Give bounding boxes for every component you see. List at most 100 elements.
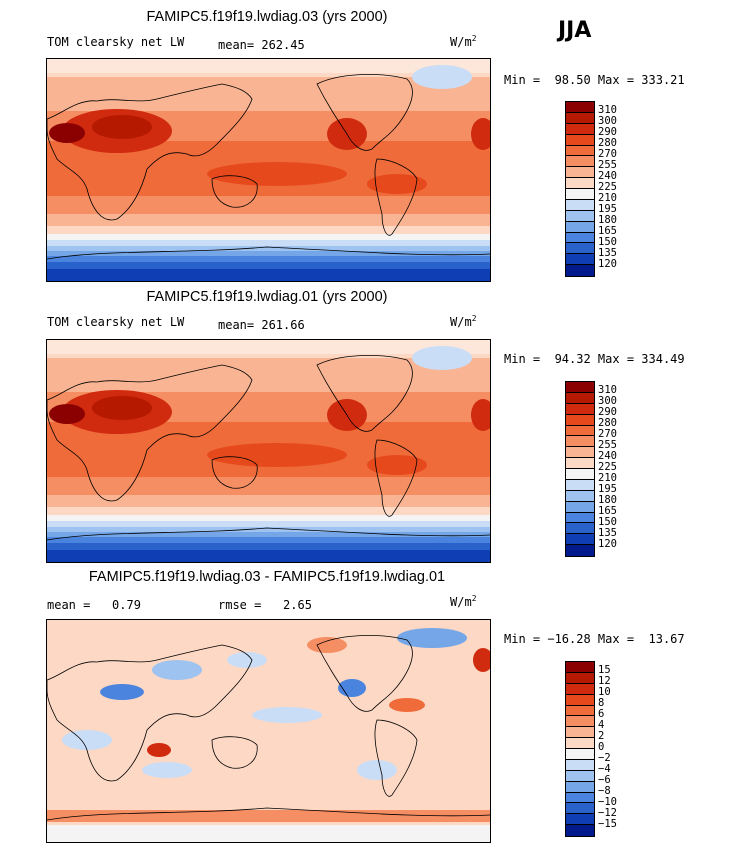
hot-pacific [207,162,347,186]
units-text: W/m [450,35,472,49]
pos-anomaly-east-edge [473,648,490,672]
neg-anomaly-greenland [397,628,467,648]
units-text: W/m [450,595,472,609]
colorbar-label: 280 [598,417,617,429]
colorbar-cell [566,414,594,426]
south-america-outline [374,719,418,797]
sh-subtropic-belt [47,477,490,495]
colorbar-cell [566,392,594,404]
australia-outline [211,456,258,489]
colorbar-cell [566,189,594,200]
panel2-mean-label: mean= [218,318,255,332]
pos-anomaly-southern-ocean [47,810,490,822]
colorbar-cell [566,534,594,546]
colorbar-cell [566,232,594,244]
panel3-map-svg [47,620,490,842]
colorbar-cell [566,469,594,480]
north-america-outline [316,635,413,712]
panel1-mean-label: mean= [218,38,255,52]
colorbar-label: 180 [598,214,617,226]
colorbar-label: 240 [598,170,617,182]
colorbar-cell [566,479,594,491]
colorbar-cell [566,458,594,469]
colorbar-label: 255 [598,439,617,451]
neg-anomaly-siberia [227,652,267,668]
eurasia-africa-outline [47,644,253,782]
panel3-rmse: rmse = 2.65 [218,598,312,612]
colorbar-cell [566,825,594,836]
panel2-units: W/m2 [450,314,477,329]
panel1-minmax: Min = 98.50 Max = 333.21 [504,73,685,87]
colorbar-cell [566,265,594,276]
pos-anomaly-canada [307,637,347,653]
antarctic-belt [47,269,490,281]
north-america-outline [316,355,413,432]
colorbar-label: 150 [598,516,617,528]
panel2-mean: mean= 261.66 [218,318,305,332]
australia-outline [211,736,258,769]
antarctica-outline [47,807,490,821]
sh-blue2-belt [47,246,490,251]
colorbar-cell [566,770,594,782]
colorbar-label: 225 [598,181,617,193]
panel2-title: FAMIPC5.f19f19.lwdiag.01 (yrs 2000) [146,289,388,305]
neg-anomaly-indian [142,762,192,778]
colorbar-label: 310 [598,104,617,116]
greenland-cold [412,346,472,370]
colorbar-cell [566,382,594,393]
neg-anomaly-satlantic [357,760,397,780]
colorbar-label: 135 [598,527,617,539]
colorbar-cell [566,781,594,793]
colorbar-cell [566,738,594,749]
sh-blue1-belt [47,521,490,527]
colorbar-cell [566,683,594,695]
colorbar-cell [566,759,594,771]
colorbar-label: 165 [598,225,617,237]
hot-sahara [92,396,152,420]
sh-blue3-belt [47,251,490,256]
panel2-map-svg [47,340,490,562]
colorbar-label: 300 [598,115,617,127]
hot-brazil [367,174,427,194]
colorbar-label: 310 [598,384,617,396]
panel3-units: W/m2 [450,594,477,609]
pos-anomaly-atlantic [389,698,425,712]
panel3-rmse-value: 2.65 [283,598,312,612]
colorbar-cell [566,545,594,556]
greenland-cold [412,65,472,89]
colorbar-cell [566,178,594,189]
north-america-outline [316,74,413,151]
colorbar-label: 15 [598,664,611,676]
south-america-outline [374,158,418,236]
units-text: W/m [450,315,472,329]
colorbar-label: 150 [598,236,617,248]
colorbar-cell [566,425,594,437]
colorbar-label: 255 [598,159,617,171]
sh-white-belt [47,515,490,521]
colorbar-label: 300 [598,395,617,407]
colorbar-label: 2 [598,730,605,742]
colorbar-cell [566,501,594,513]
colorbar-label: 6 [598,708,605,720]
sh-mid-belt [47,214,490,226]
colorbar-cell [566,156,594,168]
colorbar-label: 280 [598,137,617,149]
panel3-mean-value: 0.79 [112,598,141,612]
colorbar-label: 270 [598,428,617,440]
colorbar-cell [566,792,594,804]
colorbar-label: −4 [598,763,611,775]
eurasia-africa-outline [47,364,253,502]
sh-blue1-belt [47,240,490,246]
colorbar-label: 195 [598,203,617,215]
units-exponent: 2 [471,314,477,323]
colorbar-cell [566,210,594,222]
panel1-mean: mean= 262.45 [218,38,305,52]
sh-white-belt [47,234,490,240]
colorbar-label: 180 [598,494,617,506]
colorbar-cell [566,243,594,255]
panel2-colorbar [565,381,595,557]
neg-anomaly-arabia [100,684,144,700]
units-exponent: 2 [471,34,477,43]
colorbar-cell [566,167,594,179]
colorbar-cell [566,134,594,146]
